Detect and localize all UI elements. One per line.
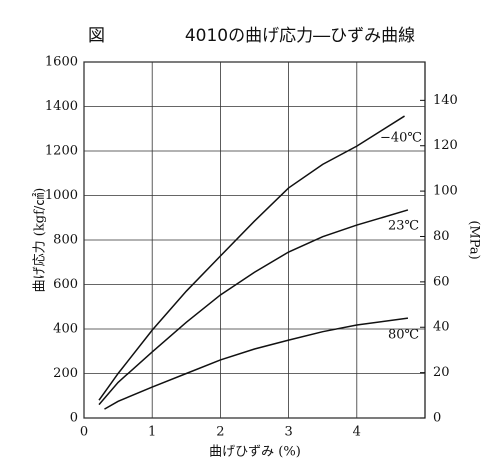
chart-title: 4010の曲げ応力―ひずみ曲線 <box>185 26 415 46</box>
y-tick-label: 1200 <box>45 144 78 159</box>
y2-tick-label: 0 <box>433 411 441 426</box>
y-tick-label: 400 <box>53 322 78 337</box>
figure-label: 図 <box>88 26 105 46</box>
x-tick-label: 0 <box>80 425 88 440</box>
y-tick-label: 200 <box>53 366 78 381</box>
curve-label: 80℃ <box>388 328 419 343</box>
y2-tick-label: 80 <box>433 229 450 244</box>
y-tick-label: 800 <box>53 233 78 248</box>
y-tick-label: 0 <box>70 411 78 426</box>
y2-tick-label: 120 <box>433 138 458 153</box>
y2-axis-label: (MPa) <box>467 220 482 259</box>
curve-label: −40℃ <box>380 131 422 146</box>
y-tick-label: 1600 <box>45 55 78 70</box>
curve <box>104 317 409 410</box>
y2-tick-label: 140 <box>433 93 458 108</box>
y-axis-label: 曲げ応力 (kgf/㎠) <box>33 188 48 293</box>
x-tick-label: 3 <box>284 425 292 440</box>
x-tick-label: 4 <box>353 425 361 440</box>
y2-tick-label: 40 <box>433 320 450 335</box>
curve-label: 23℃ <box>388 219 419 234</box>
y2-tick-label: 60 <box>433 274 450 289</box>
y2-tick-label: 100 <box>433 184 458 199</box>
x-axis-label: 曲げひずみ (%) <box>209 445 301 460</box>
y2-tick-label: 20 <box>433 365 450 380</box>
curve <box>98 209 409 406</box>
y-tick-label: 1000 <box>45 188 78 203</box>
y-tick-label: 1400 <box>45 99 78 114</box>
x-tick-label: 2 <box>216 425 224 440</box>
curve <box>98 115 405 401</box>
y-tick-label: 600 <box>53 277 78 292</box>
x-tick-label: 1 <box>148 425 156 440</box>
